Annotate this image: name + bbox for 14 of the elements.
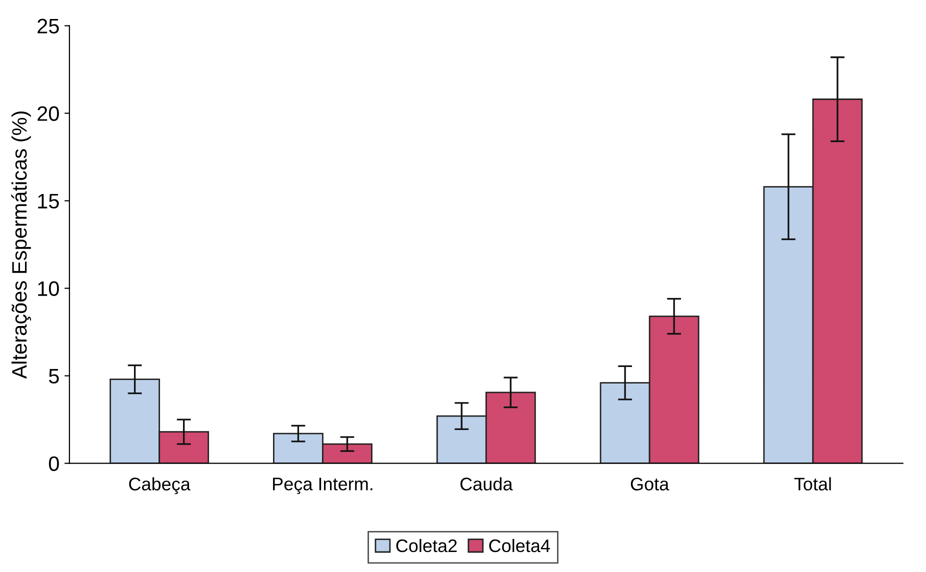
y-tick-label: 0 bbox=[48, 456, 59, 472]
x-tick-label: Peça Interm. bbox=[273, 478, 372, 494]
y-tick-label: 10 bbox=[38, 281, 59, 296]
y-tick-label: 5 bbox=[48, 369, 59, 384]
x-tick-label: Cabeça bbox=[129, 477, 190, 494]
x-tick-label: Gota bbox=[630, 478, 670, 490]
x-tick-label: Total bbox=[794, 477, 831, 490]
legend-label: Coleta2 bbox=[396, 538, 457, 552]
legend-label: Coleta4 bbox=[489, 538, 550, 552]
y-axis-title: Alterações Espermáticas (%) bbox=[11, 112, 31, 379]
y-tick-label: 20 bbox=[38, 106, 59, 122]
y-tick-label: 25 bbox=[38, 18, 59, 34]
y-tick-label: 15 bbox=[38, 194, 59, 209]
x-tick-label: Cauda bbox=[460, 477, 513, 490]
